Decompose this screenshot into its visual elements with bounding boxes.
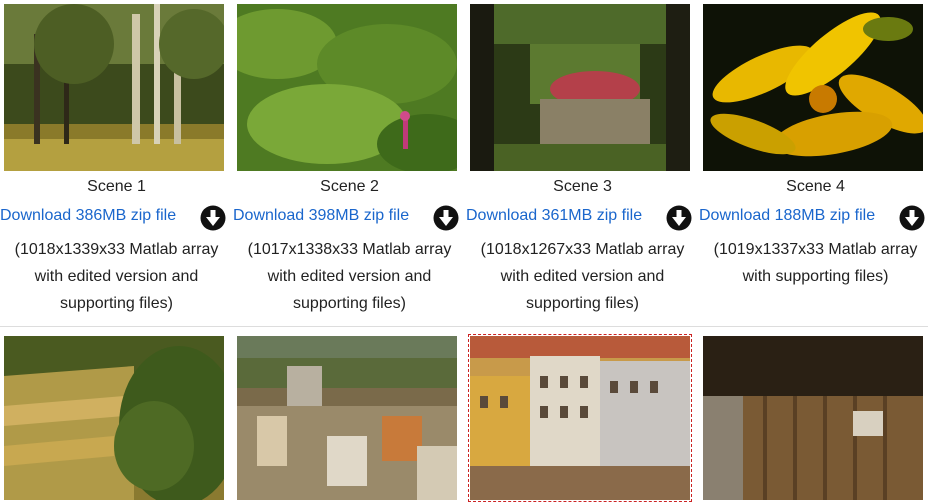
scene-5-thumbnail[interactable] [4,336,224,500]
scene-2-desc-line-2: with edited version and [267,268,432,285]
scene-1-download-row: Download 386MB zip file [0,205,233,231]
scene-4-title: Scene 4 [786,178,845,195]
scene-4-desc-line-2: with supporting files) [742,268,889,285]
scene-4-download-row: Download 188MB zip file [699,205,928,231]
scene-3-description: (1018x1267x33 Matlab array with edited v… [466,236,699,317]
scene-6-thumbnail[interactable] [237,336,457,500]
scene-7-thumbnail[interactable] [468,334,692,502]
scene-3-title: Scene 3 [553,178,612,195]
scene-4-download-link[interactable]: Download 188MB zip file [699,207,876,224]
scene-2-desc-line-1: (1017x1338x33 Matlab array [247,241,452,258]
scene-3-thumbnail[interactable] [470,4,690,171]
download-arrow-icon[interactable] [666,205,692,231]
scene-1-download-link[interactable]: Download 386MB zip file [0,207,177,224]
row-divider [0,326,928,327]
download-arrow-icon[interactable] [200,205,226,231]
scene-2-desc-line-3: supporting files) [293,295,406,312]
scene-1-title: Scene 1 [87,178,146,195]
download-arrow-icon[interactable] [433,205,459,231]
scene-3-desc-line-3: supporting files) [526,295,639,312]
scene-2-description: (1017x1338x33 Matlab array with edited v… [233,236,466,317]
scene-2-thumbnail[interactable] [237,4,457,171]
scene-2-title: Scene 2 [320,178,379,195]
scene-3-download-row: Download 361MB zip file [466,205,699,231]
scene-2-download-row: Download 398MB zip file [233,205,466,231]
scene-3-download-link[interactable]: Download 361MB zip file [466,207,643,224]
scene-4-thumbnail[interactable] [703,4,923,171]
scene-2-download-link[interactable]: Download 398MB zip file [233,207,410,224]
scene-3-desc-line-2: with edited version and [500,268,665,285]
scene-1-desc-line-1: (1018x1339x33 Matlab array [14,241,219,258]
scene-1-desc-line-3: supporting files) [60,295,173,312]
scene-4-description: (1019x1337x33 Matlab array with supporti… [699,236,928,290]
scene-8-thumbnail[interactable] [703,336,923,500]
scene-1-thumbnail[interactable] [4,4,224,171]
scene-1-description: (1018x1339x33 Matlab array with edited v… [0,236,233,317]
scene-1-desc-line-2: with edited version and [34,268,199,285]
download-arrow-icon[interactable] [899,205,925,231]
scene-4-desc-line-1: (1019x1337x33 Matlab array [713,241,918,258]
scene-3-desc-line-1: (1018x1267x33 Matlab array [480,241,685,258]
